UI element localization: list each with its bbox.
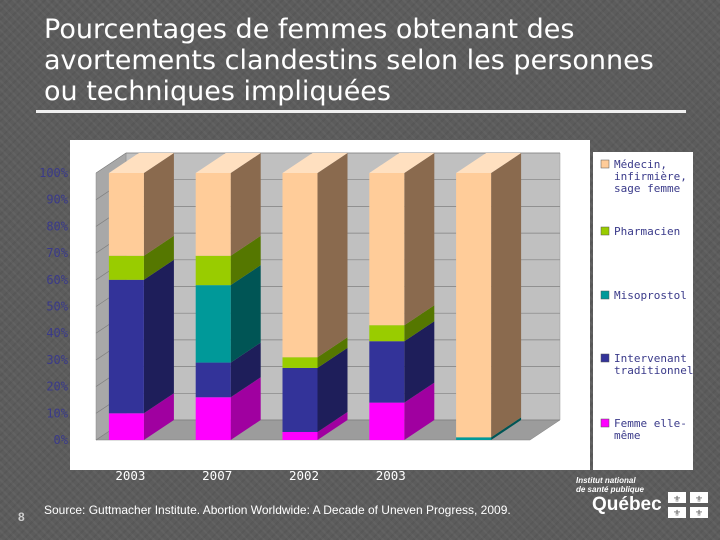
bar-segment [369, 325, 405, 342]
y-tick-label: 30% [46, 353, 68, 367]
bar-side-segment [491, 417, 522, 440]
x-tick-label: 2003 [115, 468, 145, 483]
slide-title: Pourcentages de femmes obtenant des avor… [44, 14, 694, 107]
svg-text:⚜: ⚜ [673, 509, 681, 518]
x-tick-label: 2007 [202, 468, 232, 483]
title-line-3: ou techniques impliquées [44, 76, 391, 107]
y-tick-label: 80% [46, 219, 68, 233]
bar-side-segment [491, 153, 522, 438]
bar-segment [456, 173, 492, 438]
legend-swatch [600, 418, 610, 428]
bar-segment [369, 341, 405, 403]
legend-swatch [600, 353, 610, 363]
bar-side-segment [230, 377, 261, 440]
bar-side-segment [230, 235, 261, 286]
x-tick-label: Pakistan, [270, 451, 338, 466]
legend-label: même [614, 429, 641, 442]
legend-label: Misoprostol [614, 289, 687, 302]
bar-side-segment [404, 321, 435, 403]
x-tick-label: Uganda, [364, 451, 417, 466]
bar-segment [282, 173, 318, 358]
y-tick-label: 50% [46, 300, 68, 314]
bar-top-face [369, 153, 435, 173]
bar-side-segment [404, 305, 435, 342]
svg-text:⚜: ⚜ [673, 495, 681, 505]
x-tick-label: 2003 [376, 468, 406, 483]
bar-segment [108, 173, 144, 256]
bar-segment [108, 413, 144, 440]
page-number: 8 [18, 510, 25, 524]
bar-segment [369, 173, 405, 326]
y-tick-label: 40% [46, 326, 68, 340]
y-tick-label: 20% [46, 380, 68, 394]
title-line-1: Pourcentages de femmes obtenant des [44, 14, 575, 45]
y-tick-label: 70% [46, 246, 68, 260]
bar-segment [195, 362, 231, 398]
legend-swatch [600, 159, 610, 169]
legend [593, 152, 693, 470]
bar-side-segment [317, 337, 348, 368]
legend-label: Femme elle- [614, 417, 687, 430]
legend-label: infirmière, [614, 170, 687, 183]
legend-label: Intervenant [614, 352, 687, 365]
legend-label: traditionnel [614, 364, 693, 377]
quebec-wordmark: Québec [592, 494, 662, 515]
legend-label: Médecin, [614, 158, 667, 171]
x-tick-label: 2002 [289, 468, 319, 483]
bar-segment [369, 402, 405, 440]
bar-side-segment [143, 393, 174, 440]
bar-segment [282, 367, 318, 432]
bar-side-segment [143, 153, 174, 256]
bar-segment [195, 173, 231, 256]
title-underline [36, 110, 686, 113]
bar-segment [195, 285, 231, 363]
bar-side-segment [404, 382, 435, 440]
y-tick-label: 10% [46, 406, 68, 420]
bar-segment [108, 279, 144, 414]
legend-label: Pharmacien [614, 225, 680, 238]
y-tick-label: 90% [46, 193, 68, 207]
bar-top-face [282, 153, 348, 173]
legend-label: sage femme [614, 182, 680, 195]
institute-name: Institut national de santé publique [576, 476, 645, 494]
bar-side-segment [230, 265, 261, 363]
y-tick-label: 60% [46, 273, 68, 287]
bar-side-segment [143, 235, 174, 280]
source-note: Source: Guttmacher Institute. Abortion W… [44, 503, 511, 517]
svg-text:⚜: ⚜ [695, 509, 703, 518]
legend-swatch [600, 290, 610, 300]
y-tick-label: 0% [54, 433, 69, 447]
bar-side-segment [143, 259, 174, 414]
bar-segment [456, 437, 492, 440]
bar-side-segment [317, 153, 348, 358]
svg-text:⚜: ⚜ [695, 495, 703, 505]
bar-segment [282, 357, 318, 368]
inspq-logo: Institut national de santé publique Québ… [576, 476, 716, 522]
title-line-2: avortements clandestins selon les person… [44, 45, 654, 76]
bar-top-face [456, 153, 522, 173]
x-tick-label: Mexico, [191, 451, 244, 466]
bar-side-segment [404, 153, 435, 326]
bar-segment [195, 255, 231, 286]
y-tick-label: 100% [39, 166, 69, 180]
bar-side-segment [230, 153, 261, 256]
x-tick-label: Québec [455, 451, 500, 466]
bar-top-face [195, 153, 261, 173]
bar-side-segment [317, 347, 348, 432]
legend-swatch [600, 226, 610, 236]
bar-side-segment [230, 342, 261, 398]
fleur-de-lis-flag-icon: ⚜ ⚜ ⚜ ⚜ [668, 492, 708, 518]
bar-segment [282, 431, 318, 440]
bar-top-face [108, 153, 174, 173]
side-gridline [95, 152, 127, 174]
bar-segment [195, 397, 231, 440]
bar-segment [108, 255, 144, 280]
bar-side-segment [317, 411, 348, 440]
x-tick-label: Guatemala, [93, 451, 168, 466]
